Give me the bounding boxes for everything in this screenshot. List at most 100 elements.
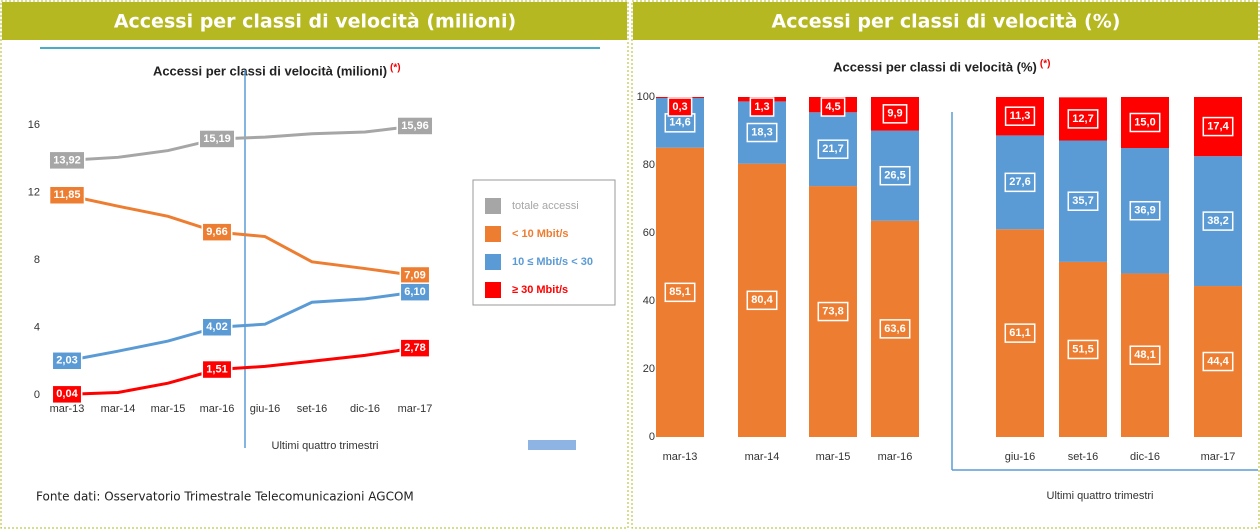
panel-header bbox=[2, 2, 627, 40]
data-label: 85,1 bbox=[669, 286, 690, 298]
data-label: 0,3 bbox=[672, 101, 687, 113]
annotation: Ultimi quattro trimestri bbox=[272, 440, 379, 452]
data-label: 27,6 bbox=[1009, 176, 1030, 188]
data-label-box bbox=[1202, 211, 1234, 231]
data-label-box bbox=[198, 129, 236, 149]
data-label-box bbox=[1129, 345, 1161, 365]
data-label-box bbox=[667, 97, 693, 117]
data-label: 36,9 bbox=[1134, 205, 1155, 217]
y-tick-label: 16 bbox=[28, 119, 40, 131]
data-label: 14,6 bbox=[669, 117, 690, 129]
data-label-box bbox=[399, 282, 431, 302]
data-label: 9,9 bbox=[887, 108, 902, 120]
y-tick-label: 0 bbox=[649, 431, 655, 443]
x-tick-label: mar-14 bbox=[101, 403, 136, 415]
data-label-box bbox=[882, 104, 908, 124]
data-label: 44,4 bbox=[1207, 355, 1229, 367]
data-label: 51,5 bbox=[1072, 343, 1093, 355]
y-tick-label: 60 bbox=[643, 227, 655, 239]
x-tick-label: mar-17 bbox=[398, 403, 433, 415]
x-tick-label: mar-16 bbox=[200, 403, 235, 415]
x-tick-label: mar-17 bbox=[1201, 451, 1236, 463]
y-tick-label: 80 bbox=[643, 159, 655, 171]
chart-title: Accessi per classi di velocità (%) bbox=[833, 59, 1037, 74]
data-label: 12,7 bbox=[1072, 113, 1093, 125]
data-label-box bbox=[664, 282, 696, 303]
data-label: 35,7 bbox=[1072, 195, 1093, 207]
data-label: 4,02 bbox=[206, 321, 227, 333]
line bbox=[66, 290, 416, 363]
data-label-box bbox=[51, 384, 83, 405]
y-tick-label: 20 bbox=[643, 363, 655, 375]
data-label: 17,4 bbox=[1207, 120, 1229, 132]
data-label-box bbox=[201, 359, 233, 380]
data-label-box bbox=[1129, 112, 1161, 133]
data-label-box bbox=[820, 97, 846, 117]
x-tick-label: dic-16 bbox=[1130, 451, 1160, 463]
legend-swatch bbox=[485, 254, 501, 270]
data-label: 73,8 bbox=[822, 305, 843, 317]
y-tick-label: 8 bbox=[34, 254, 40, 266]
line bbox=[66, 124, 416, 162]
data-label: 1,3 bbox=[754, 101, 769, 113]
data-label-box bbox=[746, 290, 778, 311]
x-tick-label: mar-15 bbox=[151, 403, 186, 415]
x-tick-label: giu-16 bbox=[1005, 451, 1036, 463]
x-tick-label: mar-15 bbox=[816, 451, 851, 463]
data-label-box bbox=[1004, 323, 1036, 343]
data-label: 80,4 bbox=[751, 294, 773, 306]
data-label-box bbox=[1004, 106, 1036, 126]
legend-label: 10 ≤ Mbit/s < 30 bbox=[512, 256, 593, 268]
line bbox=[66, 193, 416, 277]
y-tick-label: 100 bbox=[637, 91, 655, 103]
legend-swatch bbox=[485, 226, 501, 242]
x-tick-label: mar-13 bbox=[50, 403, 85, 415]
data-label-box bbox=[1067, 339, 1099, 360]
data-label: 48,1 bbox=[1134, 349, 1155, 361]
data-label: 2,78 bbox=[404, 342, 425, 354]
panel-title: Accessi per classi di velocità (milioni) bbox=[114, 11, 516, 33]
data-label-box bbox=[1202, 351, 1234, 372]
data-label-box bbox=[396, 116, 434, 136]
legend-label: < 10 Mbit/s bbox=[512, 228, 569, 240]
x-tick-label: set-16 bbox=[1068, 451, 1099, 463]
x-tick-label: set-16 bbox=[297, 403, 328, 415]
data-label: 7,09 bbox=[404, 269, 425, 281]
y-tick-label: 12 bbox=[28, 187, 40, 199]
data-label-box bbox=[749, 97, 775, 117]
x-tick-label: mar-16 bbox=[878, 451, 913, 463]
line bbox=[66, 346, 416, 396]
y-tick-label: 40 bbox=[643, 295, 655, 307]
panel-border bbox=[0, 0, 629, 529]
data-label-box bbox=[746, 122, 778, 143]
annotation: Ultimi quattro trimestri bbox=[1047, 490, 1154, 502]
data-label-box bbox=[879, 319, 911, 339]
data-label: 63,6 bbox=[884, 323, 905, 335]
data-label-box bbox=[201, 317, 233, 337]
x-tick-label: dic-16 bbox=[350, 403, 380, 415]
legend-swatch bbox=[485, 282, 501, 298]
x-tick-label: mar-13 bbox=[663, 451, 698, 463]
title-note: (*) bbox=[390, 63, 401, 74]
decoration bbox=[528, 440, 576, 450]
data-label-box bbox=[817, 301, 849, 322]
data-label-box bbox=[51, 351, 83, 371]
data-label: 0,04 bbox=[56, 388, 78, 400]
data-label: 6,10 bbox=[404, 286, 425, 298]
data-label-box bbox=[48, 150, 86, 171]
x-tick-label: giu-16 bbox=[250, 403, 281, 415]
data-label-box bbox=[1202, 116, 1234, 137]
data-label: 4,5 bbox=[825, 101, 840, 113]
data-label: 1,51 bbox=[206, 363, 227, 375]
data-label: 15,96 bbox=[401, 120, 429, 132]
data-label: 21,7 bbox=[822, 143, 843, 155]
legend-label: ≥ 30 Mbit/s bbox=[512, 284, 568, 296]
data-label: 15,0 bbox=[1134, 116, 1155, 128]
data-label: 9,66 bbox=[206, 226, 227, 238]
y-tick-label: 0 bbox=[34, 389, 40, 401]
data-label-box bbox=[879, 165, 911, 186]
data-label-box bbox=[399, 338, 431, 358]
data-label: 38,2 bbox=[1207, 215, 1228, 227]
